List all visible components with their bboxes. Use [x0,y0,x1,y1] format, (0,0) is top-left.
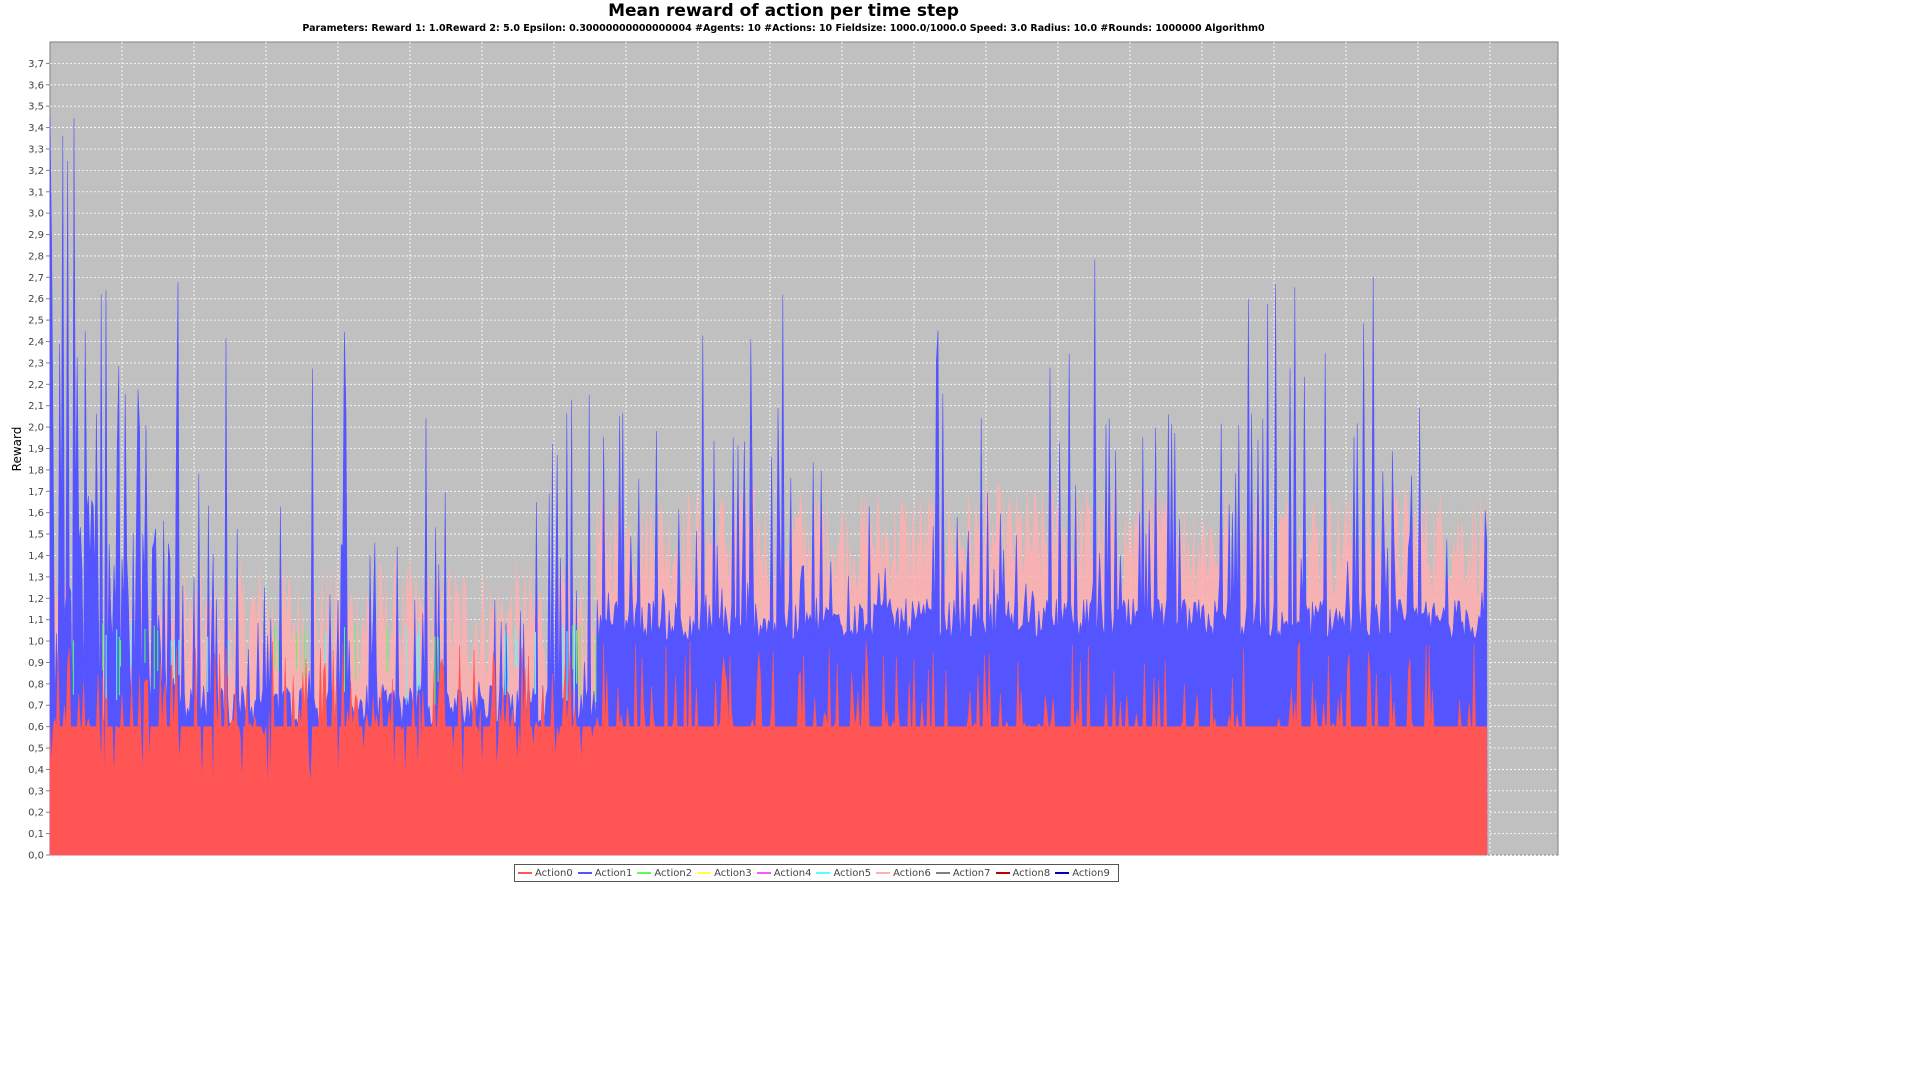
legend-item-action1: Action1 [577,867,633,879]
legend-label: Action6 [893,867,931,879]
y-tick-label: 3,1 [28,187,44,198]
y-tick-label: 1,6 [28,508,44,519]
legend-label: Action0 [535,867,573,879]
legend-swatch [697,872,712,874]
y-tick-label: 2,8 [28,251,44,262]
legend-item-action7: Action7 [935,867,991,879]
legend-item-action6: Action6 [876,868,931,879]
legend-swatch [876,872,891,874]
legend-label: Action9 [1072,867,1110,879]
legend-item-action0: Action0 [518,868,573,879]
y-tick-label: 1,1 [28,615,44,626]
y-tick-label: 3,6 [28,80,44,91]
legend-swatch [816,872,831,874]
legend-label: Action2 [654,867,693,879]
legend-label: Action8 [1012,867,1051,879]
y-tick-label: 2,5 [28,316,44,327]
legend: Action0 Action1 Action2 Action3 Action4 Actio… [514,864,1119,882]
y-tick-label: 2,2 [28,380,44,391]
series-area-action1 [49,117,1488,856]
series-areas [49,117,1488,856]
legend-item-action4: Action4 [756,867,812,879]
legend-item-action2: Action2 [637,868,692,879]
y-tick-label: 1,7 [28,487,44,498]
y-tick-label: 0,2 [28,808,44,819]
legend-label: Action3 [714,867,752,879]
y-tick-label: 2,7 [28,273,44,284]
series-area-action0 [49,641,1488,856]
legend-item-action3: Action3 [697,868,752,879]
y-tick-label: 0,9 [28,658,44,669]
legend-swatch [518,872,532,874]
chart-title: Mean reward of action per time step [608,1,959,21]
y-tick-label: 0,7 [28,701,44,712]
y-tick-label: 1,9 [28,444,44,455]
y-tick-label: 1,8 [28,465,44,476]
legend-label: Action7 [952,867,991,879]
y-tick-label: 0,1 [28,829,44,840]
y-tick-label: 0,4 [28,765,44,776]
y-tick-label: 1,5 [28,530,44,541]
y-tick-label: 3,5 [28,102,44,113]
legend-item-action5: Action5 [816,868,871,879]
legend-label: Action1 [594,867,633,879]
y-tick-label: 0,6 [28,722,44,733]
y-tick-label: 1,0 [28,637,44,648]
legend-swatch [995,872,1010,874]
y-tick-label: 2,0 [28,423,44,434]
y-tick-label: 3,2 [28,166,44,177]
y-tick-label: 2,6 [28,294,44,305]
y-tick-label: 2,4 [28,337,44,348]
legend-label: Action4 [773,867,812,879]
legend-swatch [756,872,771,874]
y-tick-label: 1,3 [28,572,44,583]
chart-plot: 0,0 0,1 0,2 0,3 0,4 0,5 0,6 0,7 0,8 0,9 1,0 1,1 1,2 1… [28,41,1559,862]
y-tick-label: 0,5 [28,744,44,755]
legend-swatch [935,872,950,874]
y-tick-label: 0,0 [28,851,44,862]
y-tick-label: 2,1 [28,401,44,412]
legend-swatch [637,872,652,874]
legend-swatch [1055,872,1070,874]
y-axis-ticks: 0,0 0,1 0,2 0,3 0,4 0,5 0,6 0,7 0,8 0,9 1,0 1,1 1,2 1… [28,59,50,862]
y-tick-label: 1,2 [28,594,44,605]
y-tick-label: 3,4 [28,123,44,134]
y-tick-label: 2,3 [28,358,44,369]
y-tick-label: 3,0 [28,209,44,220]
y-tick-label: 3,3 [28,144,44,155]
y-tick-label: 1,4 [28,551,44,562]
chart-subtitle: Parameters: Reward 1: 1.0Reward 2: 5.0 E… [302,23,1265,34]
legend-item-action9: Action9 [1055,868,1110,879]
y-tick-label: 2,9 [28,230,44,241]
y-tick-label: 3,7 [28,59,44,70]
y-tick-label: 0,8 [28,679,44,690]
legend-swatch [577,872,592,874]
legend-label: Action5 [833,867,872,879]
legend-item-action8: Action8 [995,867,1051,879]
y-tick-label: 0,3 [28,786,44,797]
